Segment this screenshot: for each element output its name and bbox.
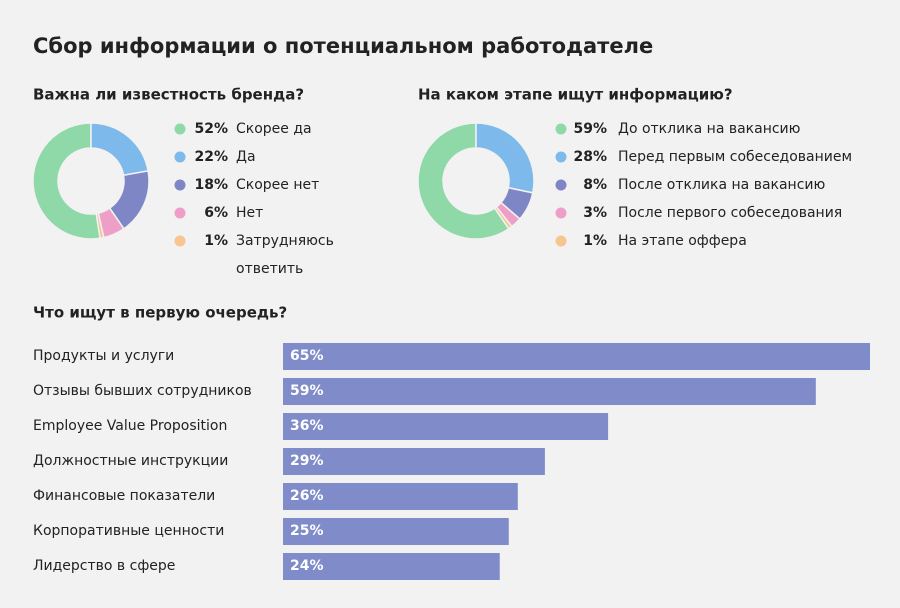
bar (283, 413, 609, 440)
value-label: 29% (290, 453, 324, 469)
value-label: 25% (290, 523, 324, 539)
value-label: 1% (583, 233, 607, 249)
legend-label-box: До отклика на вакансию (618, 121, 801, 137)
legend-label-box: Скорее нет (236, 177, 320, 193)
donut-segment (493, 205, 513, 230)
legend-dot (555, 123, 567, 135)
legend-label: Перед первым собеседованием (618, 149, 853, 165)
page-title: Сбор информации о потенциальном работода… (33, 34, 653, 58)
legend-dot (174, 123, 186, 135)
category-label: Отзывы бывших сотрудников (33, 383, 252, 399)
category-label: Должностные инструкции (33, 453, 228, 469)
value-label: 52% (194, 121, 228, 137)
bar (283, 343, 870, 370)
category-label: Корпоративные ценности (33, 523, 224, 539)
legend-dot (555, 235, 567, 247)
legend-dot (555, 151, 567, 163)
bar (283, 483, 518, 510)
legend-label-box: Перед первым собеседованием (618, 149, 853, 165)
legend-label-box: После первого собеседования (618, 205, 843, 221)
donut-segment (32, 122, 102, 240)
value-label: 24% (290, 558, 324, 574)
legend-dot (174, 151, 186, 163)
value-label: 36% (290, 418, 324, 434)
legend-label: Да (236, 149, 256, 165)
legend-label: На этапе оффера (618, 233, 747, 249)
value-label: 6% (204, 205, 228, 221)
legend-dot (174, 235, 186, 247)
bar (283, 448, 545, 475)
donut-segment (417, 122, 510, 240)
bar (283, 553, 500, 580)
value-label: 3% (583, 205, 607, 221)
category-label: Employee Value Proposition (33, 418, 227, 434)
legend-label: Нет (236, 205, 264, 221)
chart-title: На каком этапе ищут информацию? (418, 86, 733, 104)
value-label: 59% (290, 383, 324, 399)
legend-dot (174, 179, 186, 191)
value-label: 18% (194, 177, 228, 193)
legend-label-box: На этапе оффера (618, 233, 747, 249)
value-label: 26% (290, 488, 324, 504)
legend-label-box: Скорее да (236, 121, 312, 137)
value-label: 8% (583, 177, 607, 193)
legend-dot (555, 207, 567, 219)
category-label: Лидерство в сфере (33, 558, 175, 574)
value-label: 22% (194, 149, 228, 165)
legend-label: Затрудняюсь ответить (236, 233, 334, 277)
value-label: 65% (290, 348, 324, 364)
legend-label: После отклика на вакансию (618, 177, 826, 193)
legend-label: Скорее да (236, 121, 312, 137)
chart-title: Важна ли известность бренда? (33, 86, 304, 104)
legend-label-box: После отклика на вакансию (618, 177, 826, 193)
category-label: Продукты и услуги (33, 348, 174, 364)
value-label: 28% (573, 149, 607, 165)
value-label: 59% (573, 121, 607, 137)
legend-label-box: Да (236, 149, 256, 165)
legend-label: После первого собеседования (618, 205, 843, 221)
value-label: 1% (204, 233, 228, 249)
legend-dot (174, 207, 186, 219)
category-label: Финансовые показатели (33, 488, 215, 504)
legend-label: Скорее нет (236, 177, 320, 193)
bar (283, 378, 816, 405)
donut-segment (95, 212, 105, 240)
legend-label-box: Нет (236, 205, 264, 221)
bar (283, 518, 509, 545)
legend-label-box: Затрудняюсь ответить (236, 233, 334, 277)
chart-title: Что ищут в первую очередь? (33, 304, 287, 322)
legend-dot (555, 179, 567, 191)
legend-label: До отклика на вакансию (618, 121, 801, 137)
